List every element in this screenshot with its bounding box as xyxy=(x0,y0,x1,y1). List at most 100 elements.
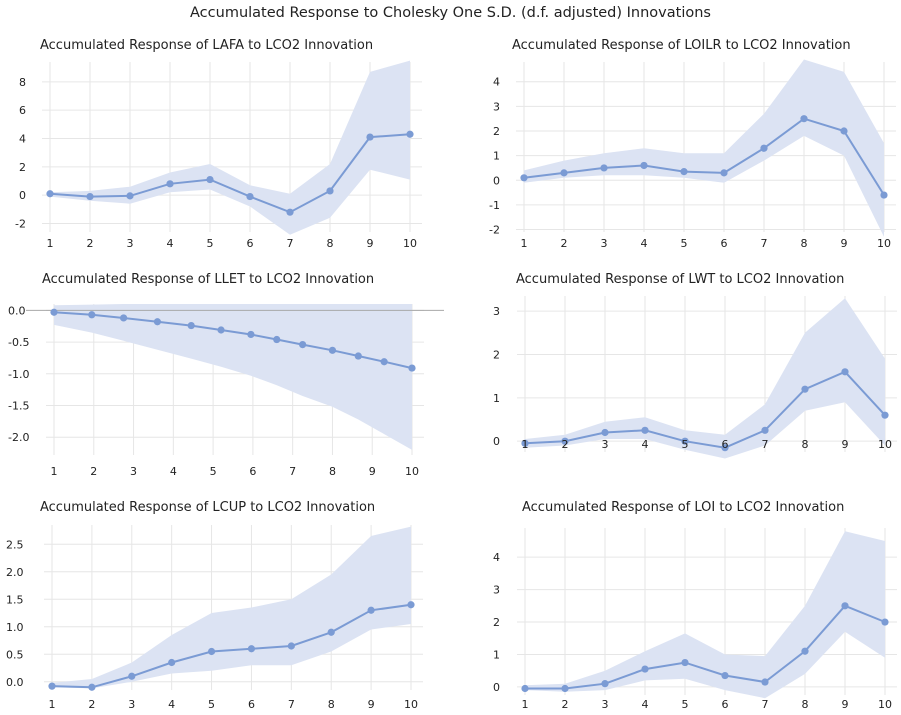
response-point-loi xyxy=(841,602,849,610)
xtick-label-loilr: 1 xyxy=(521,237,528,250)
xtick-label-loilr: 7 xyxy=(761,237,768,250)
xtick-label-lwt: 9 xyxy=(842,438,849,451)
ytick-label-lcup: 0.5 xyxy=(6,648,24,661)
response-point-lafa xyxy=(286,208,294,216)
xtick-label-lafa: 8 xyxy=(327,237,334,250)
ytick-label-lcup: 0.0 xyxy=(6,676,24,689)
xtick-label-loi: 2 xyxy=(562,698,569,711)
confidence-band-loilr xyxy=(524,59,884,237)
ytick-label-lwt: 0 xyxy=(493,435,500,448)
xtick-label-lcup: 5 xyxy=(208,698,215,711)
xtick-label-loi: 8 xyxy=(802,698,809,711)
xtick-label-lcup: 9 xyxy=(368,698,375,711)
ytick-label-lafa: 0 xyxy=(19,189,26,202)
response-point-llet xyxy=(380,358,388,366)
ytick-label-loilr: 1 xyxy=(493,150,500,163)
response-point-loilr xyxy=(680,168,688,176)
response-point-llet xyxy=(354,352,362,360)
ytick-label-lwt: 2 xyxy=(493,349,500,362)
confidence-band-llet xyxy=(54,304,412,450)
response-point-loilr xyxy=(560,169,568,177)
response-point-loilr xyxy=(800,115,808,123)
panel-title-llet: Accumulated Response of LLET to LCO2 Inn… xyxy=(42,272,375,287)
xtick-label-loi: 10 xyxy=(878,698,892,711)
ytick-label-loi: 4 xyxy=(493,551,500,564)
response-point-lafa xyxy=(326,187,334,195)
xtick-label-lcup: 8 xyxy=(328,698,335,711)
response-point-loi xyxy=(601,680,609,688)
ytick-label-lafa: -2 xyxy=(15,218,26,231)
response-point-lwt xyxy=(761,426,769,434)
response-point-lcup xyxy=(168,658,176,667)
response-point-loilr xyxy=(760,144,768,152)
xtick-label-llet: 4 xyxy=(170,465,177,478)
xtick-label-loi: 9 xyxy=(842,698,849,711)
ytick-label-loilr: 4 xyxy=(493,76,500,89)
response-point-lwt xyxy=(681,437,689,445)
xtick-label-lwt: 3 xyxy=(602,438,609,451)
xtick-label-loi: 5 xyxy=(682,698,689,711)
xtick-label-lwt: 8 xyxy=(802,438,809,451)
xtick-label-llet: 8 xyxy=(329,465,336,478)
xtick-label-llet: 1 xyxy=(51,465,58,478)
panel-title-lcup: Accumulated Response of LCUP to LCO2 Inn… xyxy=(40,500,376,515)
xtick-label-lafa: 6 xyxy=(247,237,254,250)
response-point-loi xyxy=(561,684,569,693)
xtick-label-lafa: 5 xyxy=(207,237,214,250)
ytick-label-lafa: 4 xyxy=(19,133,26,146)
xtick-label-lcup: 7 xyxy=(288,698,295,711)
response-line-loilr xyxy=(523,117,885,196)
xtick-label-lcup: 10 xyxy=(404,698,418,711)
ytick-label-lafa: 8 xyxy=(19,76,26,89)
xtick-label-loi: 4 xyxy=(642,698,649,711)
figure-title: Accumulated Response to Cholesky One S.D… xyxy=(190,5,711,21)
xtick-label-llet: 10 xyxy=(405,465,419,478)
xtick-label-lwt: 6 xyxy=(722,438,729,451)
response-point-llet xyxy=(328,346,337,354)
chart-loi: 0 1 2 3 4 1 2 3 4 5 6 7 8 9 10 xyxy=(493,528,897,711)
response-point-loilr xyxy=(840,127,848,135)
response-point-llet xyxy=(50,308,58,316)
xtick-label-lcup: 4 xyxy=(168,698,175,711)
response-point-loi xyxy=(881,618,889,626)
ytick-label-loilr: 3 xyxy=(493,100,500,113)
response-point-lcup xyxy=(247,645,256,653)
ytick-label-lcup: 1.0 xyxy=(6,621,24,634)
panel-title-lafa: Accumulated Response of LAFA to LCO2 Inn… xyxy=(40,38,374,53)
ytick-label-llet: -2.0 xyxy=(8,431,29,444)
response-point-llet xyxy=(187,321,195,330)
response-point-loi xyxy=(761,678,769,686)
xtick-label-lcup: 6 xyxy=(248,698,255,711)
panel-title-loi: Accumulated Response of LOI to LCO2 Inno… xyxy=(522,500,845,515)
xtick-label-lafa: 1 xyxy=(47,237,54,250)
xtick-label-loi: 6 xyxy=(722,698,729,711)
ytick-label-lcup: 2.5 xyxy=(6,538,24,551)
response-point-lafa xyxy=(206,175,214,184)
ytick-label-loi: 1 xyxy=(493,648,500,661)
confidence-band-lcup xyxy=(52,526,411,689)
xtick-label-loilr: 3 xyxy=(601,237,608,250)
response-point-lafa xyxy=(246,192,254,201)
xtick-label-loilr: 9 xyxy=(841,237,848,250)
response-point-loi xyxy=(721,671,729,680)
ytick-label-loi: 3 xyxy=(493,584,500,597)
xtick-label-loi: 3 xyxy=(602,698,609,711)
ytick-label-lafa: 2 xyxy=(19,161,26,174)
response-line-lcup xyxy=(51,603,412,689)
chart-lcup: 0.0 0.5 1.0 1.5 2.0 2.5 1 2 3 4 5 6 7 8 9 10 xyxy=(6,525,423,711)
xtick-label-lwt: 5 xyxy=(682,438,689,451)
confidence-band-loi xyxy=(525,531,885,699)
ytick-label-llet: 0.0 xyxy=(8,304,26,317)
xtick-label-llet: 2 xyxy=(90,465,97,478)
response-point-llet xyxy=(247,330,255,339)
response-point-lcup xyxy=(407,601,415,609)
response-point-lcup xyxy=(88,683,96,691)
xtick-label-loilr: 2 xyxy=(561,237,568,250)
xtick-label-lafa: 7 xyxy=(287,237,294,250)
response-line-lwt xyxy=(524,370,886,449)
response-point-loi xyxy=(801,647,809,655)
response-point-loilr xyxy=(880,191,888,199)
xtick-label-loilr: 8 xyxy=(801,237,808,250)
xtick-label-lwt: 1 xyxy=(522,438,529,451)
xtick-label-lafa: 9 xyxy=(367,237,374,250)
